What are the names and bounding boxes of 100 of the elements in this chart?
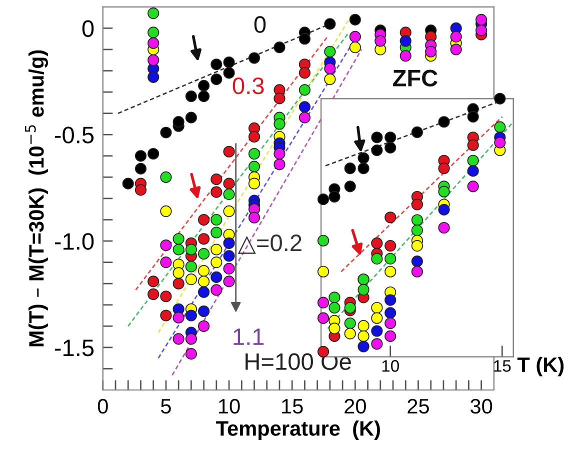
point [210,214,222,226]
point [172,278,184,290]
point [324,73,336,86]
point [438,204,450,216]
point [344,180,356,192]
point [185,112,197,124]
point [198,248,210,260]
point [298,33,311,45]
point [467,180,479,192]
point [384,132,396,144]
point [328,190,340,203]
point [411,240,423,252]
point [185,260,197,272]
point [384,330,396,342]
annotation: 1.1 [234,328,264,345]
x-tick-label: 10 [219,398,240,414]
point [134,162,147,174]
point [160,256,172,268]
point [384,317,396,330]
point [358,284,370,296]
point [210,244,222,256]
point [210,58,222,70]
point [371,325,383,337]
point [172,267,184,279]
x-tick-label: 30 [470,398,492,414]
point [198,233,210,245]
point [358,152,370,164]
point [494,121,506,133]
y-tick-label: 0 [82,20,94,37]
point [476,24,488,36]
point [374,35,386,47]
point [210,226,222,238]
point [160,171,172,183]
point [317,346,330,358]
point [450,44,462,56]
point [148,276,160,288]
point [248,178,260,190]
point [172,116,184,128]
y-tick-label: -1.0 [54,233,94,250]
point [223,188,235,200]
point [185,348,197,360]
point [134,150,147,162]
point [317,266,330,278]
point [317,312,330,324]
point [384,142,396,154]
point [384,252,396,265]
point [274,148,286,160]
point [223,146,235,158]
point [223,250,235,262]
point [384,212,396,224]
point [411,255,423,268]
point [298,84,311,96]
point [467,154,479,166]
point [328,302,340,314]
point [198,320,210,332]
point [298,101,311,113]
point [467,110,479,123]
point [223,67,235,79]
point [248,130,260,143]
point [358,340,370,352]
point [344,328,356,340]
point [198,286,210,298]
point [210,271,222,284]
point [274,92,286,104]
point [148,26,160,38]
point [384,307,396,319]
x-tick-label: 10 [382,360,399,372]
point [148,37,160,49]
point [411,224,423,236]
point [198,90,210,102]
point [317,234,330,246]
point [148,8,160,20]
point [198,265,210,277]
point [223,56,235,68]
x-tick-label: 0 [98,398,108,414]
annotation: 0 [254,16,266,33]
point [400,35,412,47]
point [148,71,160,83]
point [358,162,370,174]
point [274,118,286,130]
point [371,144,383,156]
point [122,178,134,190]
point [328,322,340,334]
point [371,252,383,265]
point [223,276,235,288]
point [210,174,222,186]
point [411,266,423,278]
point [371,237,383,250]
x-tick-label: 20 [344,398,366,414]
point [298,112,311,124]
point [160,290,172,302]
point [160,205,172,218]
point [425,46,437,58]
point [324,46,336,58]
point [210,186,222,198]
point [467,165,479,177]
point [223,237,235,249]
point [349,42,361,54]
point [148,148,160,160]
point [274,158,286,170]
